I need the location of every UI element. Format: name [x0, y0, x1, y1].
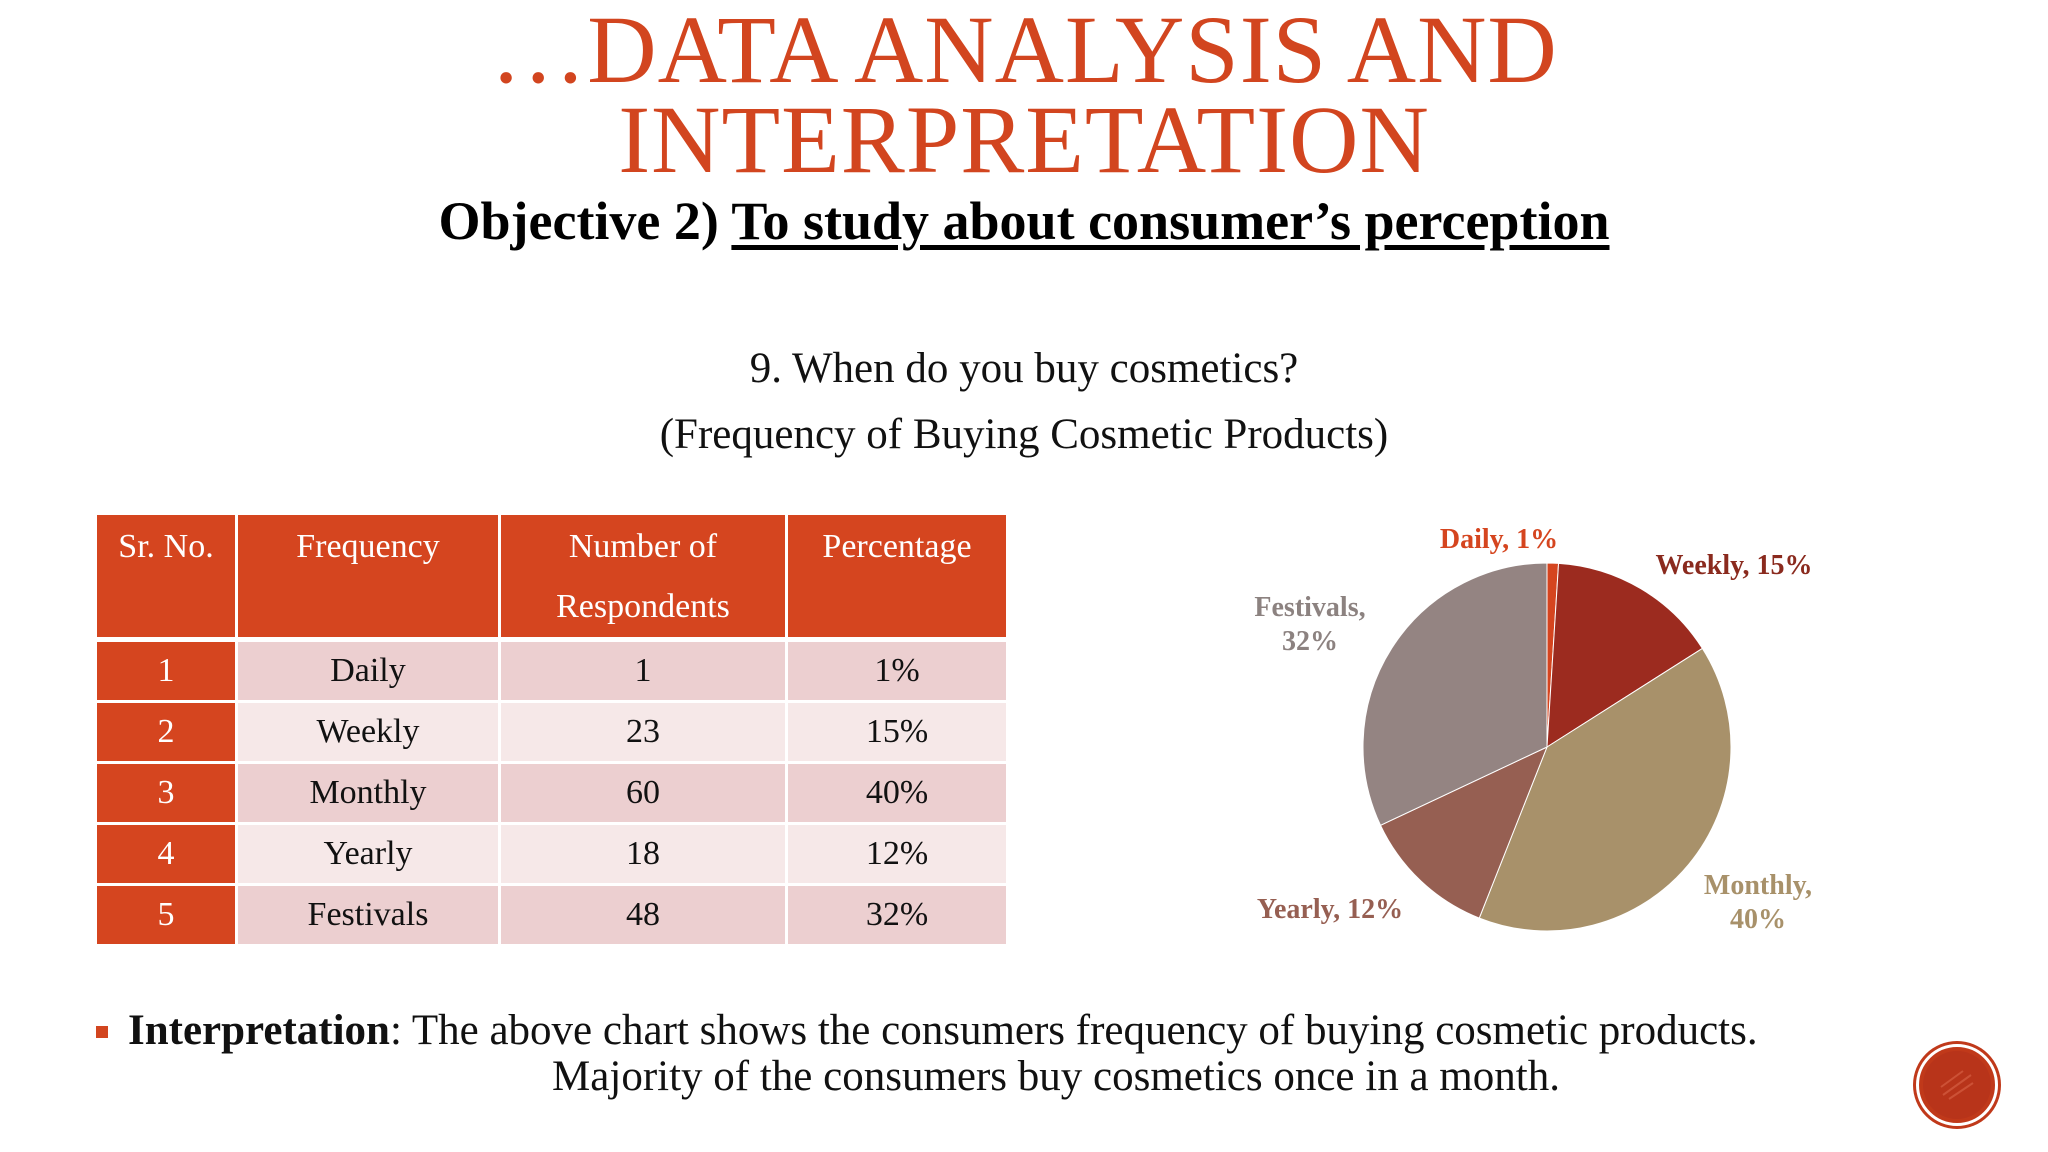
pie-label-festivals-2: 32% — [1282, 626, 1338, 657]
cell-percentage: 15% — [785, 700, 1009, 764]
interpretation-text1: : The above chart shows the consumers fr… — [389, 1007, 1758, 1054]
pie-label-weekly: Weekly, 15% — [1655, 550, 1812, 581]
cell-percentage: 1% — [785, 637, 1009, 703]
table-row: 1 Daily 1 1% — [94, 637, 1009, 703]
interpretation-line1: Interpretation: The above chart shows th… — [128, 1007, 1758, 1054]
interpretation-line2: Majority of the consumers buy cosmetics … — [552, 1053, 1560, 1100]
cell-frequency: Festivals — [235, 883, 501, 947]
pie-label-monthly-2: 40% — [1730, 904, 1786, 935]
pie-label-yearly: Yearly, 12% — [1257, 894, 1403, 925]
header-percentage: Percentage — [785, 512, 1009, 641]
header-respondents: Number of Respondents — [498, 512, 788, 641]
cell-frequency: Weekly — [235, 700, 501, 764]
cell-frequency: Yearly — [235, 822, 501, 886]
frequency-table: Sr. No. Frequency Number of Respondents … — [94, 512, 1009, 947]
cell-sr: 3 — [94, 761, 238, 825]
cell-frequency: Daily — [235, 637, 501, 703]
table-row: 4 Yearly 18 12% — [94, 822, 1009, 886]
header-respondents-line2: Respondents — [556, 588, 730, 625]
next-slide-button[interactable] — [1916, 1044, 1998, 1126]
question-text: 9. When do you buy cosmetics? — [749, 345, 1299, 392]
pie-label-festivals-1: Festivals, — [1254, 592, 1365, 623]
header-sr-no: Sr. No. — [94, 512, 238, 641]
objective-heading: Objective 2) To study about consumer’s p… — [0, 190, 2048, 252]
table-row: 3 Monthly 60 40% — [94, 761, 1009, 825]
bullet-icon — [96, 1026, 108, 1038]
pie-label-monthly-1: Monthly, — [1704, 870, 1812, 901]
slide-nav-icon — [1923, 1051, 1991, 1119]
cell-frequency: Monthly — [235, 761, 501, 825]
objective-text: To study about consumer’s perception — [731, 191, 1610, 251]
cell-percentage: 12% — [785, 822, 1009, 886]
interpretation-label: Interpretation — [128, 1007, 390, 1054]
cell-sr: 5 — [94, 883, 238, 947]
cell-respondents: 1 — [498, 637, 788, 703]
cell-percentage: 40% — [785, 761, 1009, 825]
slide-title-line1: …DATA ANALYSIS AND — [490, 0, 1558, 103]
table-row: 5 Festivals 48 32% — [94, 883, 1009, 947]
pie-slice-yearly — [1379, 746, 1548, 919]
pie-slice-weekly — [1546, 562, 1704, 748]
cell-sr: 1 — [94, 637, 238, 703]
cell-respondents: 48 — [498, 883, 788, 947]
table-header-row: Sr. No. Frequency Number of Respondents … — [94, 512, 1009, 641]
cell-percentage: 32% — [785, 883, 1009, 947]
question-subtitle: (Frequency of Buying Cosmetic Products) — [659, 411, 1389, 458]
pie-slice-festivals — [1362, 562, 1548, 827]
header-frequency: Frequency — [235, 512, 501, 641]
header-respondents-line1: Number of — [568, 528, 718, 565]
pie-slice-monthly — [1478, 647, 1732, 932]
pie-label-daily: Daily, 1% — [1440, 524, 1558, 555]
cell-sr: 2 — [94, 700, 238, 764]
cell-respondents: 18 — [498, 822, 788, 886]
slide-title-line2: INTERPRETATION — [618, 86, 1430, 193]
table-row: 2 Weekly 23 15% — [94, 700, 1009, 764]
cell-respondents: 60 — [498, 761, 788, 825]
cell-sr: 4 — [94, 822, 238, 886]
objective-prefix: Objective 2) — [438, 191, 732, 251]
pie-chart: Daily, 1% Weekly, 15% Festivals, 32% Mon… — [1254, 524, 1812, 935]
cell-respondents: 23 — [498, 700, 788, 764]
